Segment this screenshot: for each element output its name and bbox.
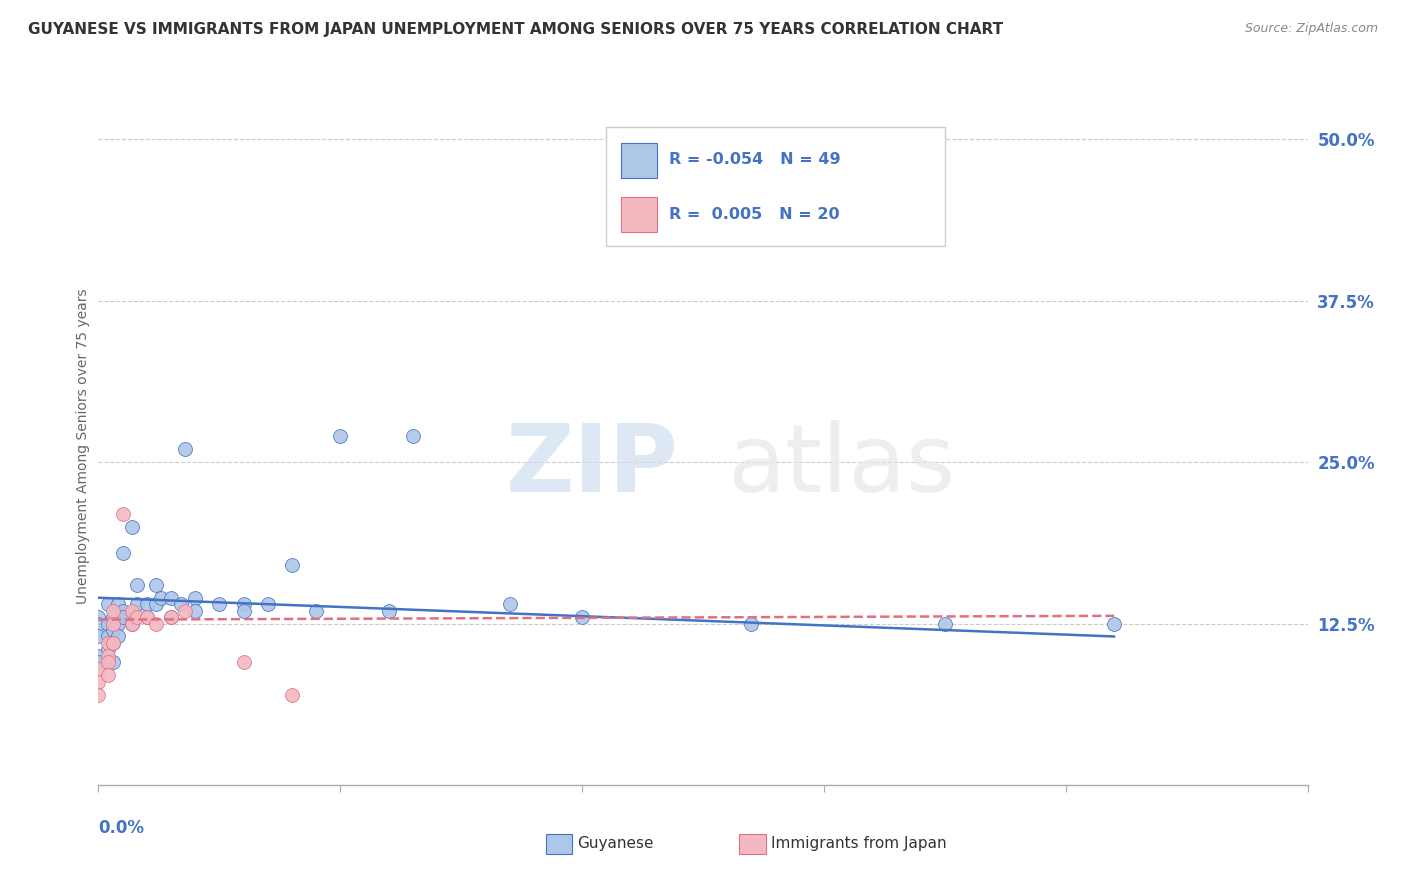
Point: [232, 597, 254, 611]
Point: [107, 597, 129, 611]
Point: [184, 604, 207, 618]
Point: [121, 519, 143, 533]
Point: [127, 578, 149, 592]
Point: [160, 610, 183, 624]
Point: [160, 610, 183, 624]
Point: [256, 597, 278, 611]
Point: [174, 442, 197, 457]
Point: [208, 597, 231, 611]
Point: [97, 668, 120, 682]
Point: [377, 604, 399, 618]
Text: Source: ZipAtlas.com: Source: ZipAtlas.com: [1244, 22, 1378, 36]
Point: [97, 616, 120, 631]
Bar: [621, 197, 657, 233]
Point: [169, 597, 191, 611]
Text: GUYANESE VS IMMIGRANTS FROM JAPAN UNEMPLOYMENT AMONG SENIORS OVER 75 YEARS CORRE: GUYANESE VS IMMIGRANTS FROM JAPAN UNEMPL…: [28, 22, 1004, 37]
Point: [101, 616, 124, 631]
Point: [101, 655, 124, 669]
Point: [111, 604, 134, 618]
Text: atlas: atlas: [727, 420, 956, 512]
Point: [87, 630, 110, 644]
Point: [87, 662, 110, 676]
Text: 0.0%: 0.0%: [98, 819, 145, 837]
Point: [87, 655, 110, 669]
Point: [127, 597, 149, 611]
Point: [305, 604, 328, 618]
Point: [101, 636, 124, 650]
Point: [934, 616, 956, 631]
Point: [111, 610, 134, 624]
Point: [150, 591, 173, 605]
Bar: [606, 128, 945, 246]
Text: Guyanese: Guyanese: [578, 837, 654, 852]
Point: [329, 429, 352, 443]
Point: [111, 545, 134, 559]
Point: [402, 429, 425, 443]
Point: [107, 616, 129, 631]
Point: [97, 655, 120, 669]
Point: [135, 597, 157, 611]
Point: [121, 604, 143, 618]
Point: [740, 616, 762, 631]
Y-axis label: Unemployment Among Seniors over 75 years: Unemployment Among Seniors over 75 years: [76, 288, 90, 604]
Text: ZIP: ZIP: [506, 420, 679, 512]
Point: [145, 578, 167, 592]
Point: [121, 616, 143, 631]
Point: [232, 604, 254, 618]
Point: [571, 610, 593, 624]
Point: [87, 688, 110, 702]
Point: [498, 597, 520, 611]
Point: [97, 636, 120, 650]
Point: [101, 636, 124, 650]
Bar: [740, 834, 766, 855]
Text: R = -0.054   N = 49: R = -0.054 N = 49: [669, 153, 841, 168]
Bar: [546, 834, 572, 855]
Point: [232, 655, 254, 669]
Text: Immigrants from Japan: Immigrants from Japan: [770, 837, 946, 852]
Point: [789, 145, 811, 160]
Point: [281, 558, 304, 573]
Point: [101, 604, 124, 618]
Point: [97, 648, 120, 663]
Point: [87, 674, 110, 689]
Point: [97, 597, 120, 611]
Point: [111, 507, 134, 521]
Point: [184, 591, 207, 605]
Point: [97, 642, 120, 657]
Point: [174, 604, 197, 618]
Point: [135, 610, 157, 624]
Point: [145, 616, 167, 631]
Point: [121, 616, 143, 631]
Point: [97, 630, 120, 644]
Point: [135, 610, 157, 624]
Point: [1102, 616, 1125, 631]
Point: [281, 688, 304, 702]
Bar: [621, 143, 657, 178]
Point: [107, 630, 129, 644]
Point: [160, 591, 183, 605]
Point: [127, 610, 149, 624]
Point: [101, 623, 124, 637]
Point: [87, 610, 110, 624]
Point: [101, 610, 124, 624]
Text: R =  0.005   N = 20: R = 0.005 N = 20: [669, 207, 839, 221]
Point: [87, 648, 110, 663]
Point: [87, 616, 110, 631]
Point: [145, 597, 167, 611]
